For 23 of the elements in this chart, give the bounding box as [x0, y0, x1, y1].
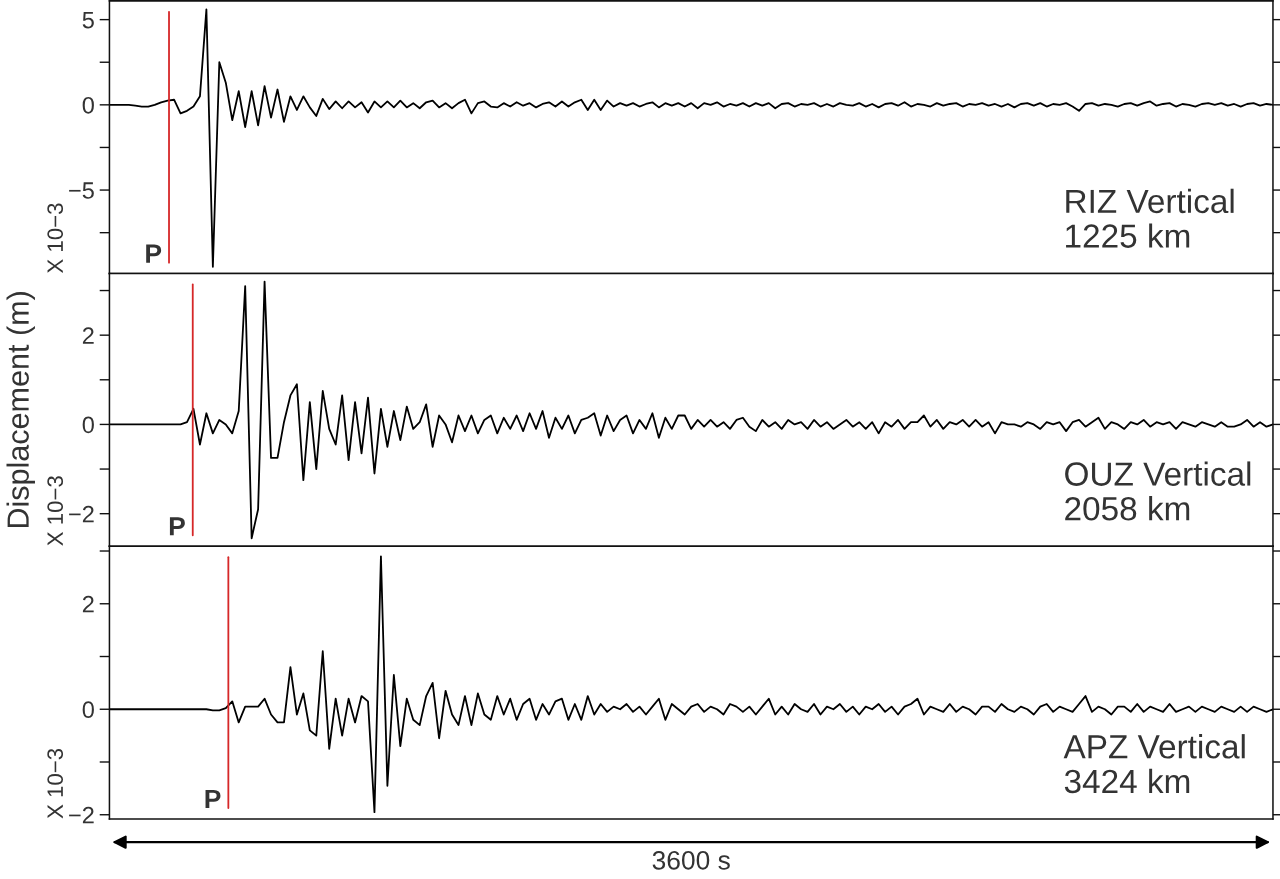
y-tick-label: 2 [82, 595, 94, 613]
annotation: P [146, 244, 162, 263]
y-tick-label: 0 [82, 701, 94, 719]
text: X 10−3 [47, 476, 64, 546]
y-tick-label: −2 [69, 505, 94, 523]
annotation: P [169, 517, 185, 536]
y-axis-title: Displacement (m) [6, 292, 35, 528]
y-tick-label: −5 [69, 182, 94, 199]
y-tick-label: 5 [82, 11, 94, 29]
annotation: P [205, 789, 221, 809]
annotation: RIZ Vertical 1225 km [1066, 188, 1234, 248]
y-tick-label: 0 [82, 416, 94, 434]
line-series [109, 555, 1273, 814]
annotation: OUZ Vertical 2058 km [1065, 461, 1251, 521]
text: 3600 s [652, 850, 730, 870]
line-series [109, 280, 1273, 540]
y-tick-label: −2 [69, 806, 94, 824]
y-tick-label: 0 [82, 96, 94, 114]
text: X 10−3 [47, 203, 64, 274]
annotation: APZ Vertical 3424 km [1063, 734, 1245, 794]
y-tick-label: 2 [82, 327, 94, 344]
line-series [109, 8, 1273, 268]
text: X 10−3 [47, 748, 64, 819]
